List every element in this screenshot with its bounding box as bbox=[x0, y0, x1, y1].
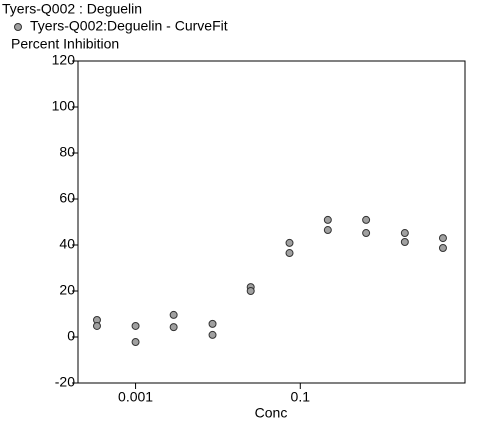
legend-label: Tyers-Q002:Deguelin - CurveFit bbox=[30, 18, 228, 34]
data-point bbox=[285, 249, 294, 258]
legend-marker bbox=[14, 23, 22, 31]
x-tick-label: 0.001 bbox=[118, 389, 153, 405]
data-point bbox=[208, 330, 217, 339]
data-point bbox=[246, 287, 255, 295]
data-point bbox=[208, 319, 217, 328]
data-point bbox=[323, 226, 332, 235]
data-point bbox=[131, 321, 140, 330]
data-point bbox=[285, 238, 294, 247]
data-point bbox=[323, 215, 332, 224]
y-tick-label: 20 bbox=[59, 282, 75, 298]
plot-frame bbox=[77, 60, 466, 384]
data-point bbox=[92, 321, 101, 330]
chart-title: Tyers-Q002 : Deguelin bbox=[2, 1, 142, 17]
data-point bbox=[362, 215, 371, 224]
y-tick-label: 0 bbox=[67, 328, 75, 344]
data-point bbox=[362, 229, 371, 238]
y-tick-label: -20 bbox=[55, 374, 75, 390]
data-point bbox=[438, 243, 447, 252]
x-tick-label: 0.1 bbox=[291, 389, 311, 405]
y-tick-label: 100 bbox=[52, 98, 76, 114]
data-point bbox=[400, 238, 409, 247]
y-axis-label: Percent Inhibition bbox=[11, 36, 119, 52]
data-point bbox=[400, 229, 409, 238]
data-point bbox=[169, 310, 178, 319]
data-point bbox=[169, 323, 178, 332]
y-tick-label: 80 bbox=[59, 144, 75, 160]
y-tick-label: 60 bbox=[59, 190, 75, 206]
data-point bbox=[131, 338, 140, 347]
x-axis-label: Conc bbox=[255, 405, 288, 421]
data-point bbox=[438, 234, 447, 243]
y-tick-label: 40 bbox=[59, 236, 75, 252]
y-tick-label: 120 bbox=[52, 52, 76, 68]
